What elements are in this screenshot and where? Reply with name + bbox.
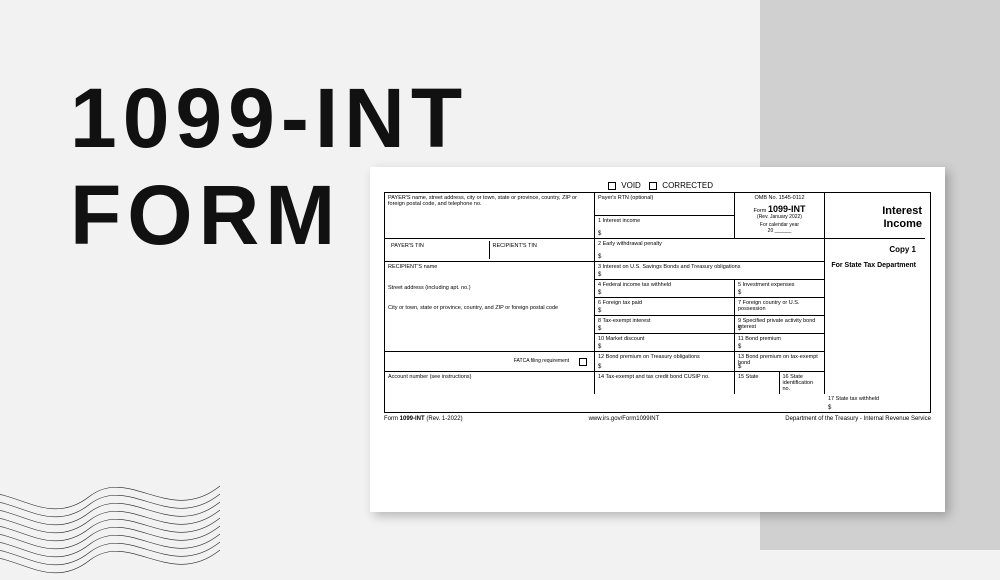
box-17-cell: 17 State tax withheld $ (825, 394, 925, 412)
box-4-cell: 4 Federal income tax withheld $ (595, 280, 735, 298)
box-2-cell: 2 Early withdrawal penalty $ (595, 239, 825, 262)
footer-form-number: 1099-INT (400, 416, 425, 422)
form-1099-int-card: VOID CORRECTED PAYER'S name, street addr… (370, 167, 945, 512)
payer-tin-row: PAYER'S TIN RECIPIENT'S TIN (385, 239, 595, 262)
box-5-cell: 5 Investment expenses $ (735, 280, 825, 298)
fatca-label: FATCA filing requirement (514, 359, 569, 364)
interest-income-title-cell: Interest Income (825, 193, 925, 239)
year-prefix: 20 (768, 228, 774, 234)
corrected-label: CORRECTED (662, 181, 713, 190)
fatca-checkbox[interactable] (579, 358, 587, 366)
box-15-label: 15 State (738, 374, 776, 380)
payer-address-label: PAYER'S name, street address, city or to… (388, 195, 591, 207)
recipients-tin-label: RECIPIENT'S TIN (493, 243, 589, 249)
footer-dept: Department of the Treasury - Internal Re… (785, 416, 931, 422)
box-12-label: 12 Bond premium on Treasury obligations (598, 354, 731, 360)
form-number: 1099-INT (768, 204, 806, 214)
headline-line-1: 1099-INT (70, 70, 468, 167)
void-checkbox[interactable] (608, 182, 616, 190)
box-14-cell: 14 Tax-exempt and tax credit bond CUSIP … (595, 372, 735, 394)
footer-left: Form 1099-INT (Rev. 1-2022) (384, 416, 463, 422)
footer-url: www.irs.gov/Form1099INT (589, 416, 660, 422)
form-grid: PAYER'S name, street address, city or to… (384, 192, 931, 413)
box-4-label: 4 Federal income tax withheld (598, 282, 731, 288)
box-16-cell: 16 State identification no. (780, 372, 825, 394)
box-1-cell: 1 Interest income $ (595, 216, 735, 239)
recipient-block: RECIPIENT'S name Street address (includi… (385, 262, 595, 352)
payer-rtn-cell: Payer's RTN (optional) (595, 193, 735, 216)
for-dept-label: For State Tax Department (828, 262, 922, 269)
box-12-cell: 12 Bond premium on Treasury obligations … (595, 352, 735, 372)
form-rev: (Rev. January 2022) (738, 214, 821, 220)
box-9-cell: 9 Specified private activity bond intere… (735, 316, 825, 334)
box-7-label: 7 Foreign country or U.S. possession (738, 300, 821, 312)
box-3-label: 3 Interest on U.S. Savings Bonds and Tre… (598, 264, 821, 270)
box-9-label: 9 Specified private activity bond intere… (738, 318, 821, 330)
payers-tin-cell: PAYER'S TIN (388, 241, 490, 259)
box-6-label: 6 Foreign tax paid (598, 300, 731, 306)
box-10-label: 10 Market discount (598, 336, 731, 342)
box-7-cell: 7 Foreign country or U.S. possession (735, 298, 825, 316)
title-income: Income (828, 218, 922, 231)
form-top-checkboxes: VOID CORRECTED (384, 181, 931, 190)
box-15-16-cell: 15 State 16 State identification no. (735, 372, 825, 394)
title-interest: Interest (828, 205, 922, 218)
city-address-label: City or town, state or province, country… (388, 305, 591, 312)
omb-form-cell: OMB No. 1545-0112 Form 1099-INT (Rev. Ja… (735, 193, 825, 239)
box-16-label: 16 State identification no. (783, 374, 822, 392)
box-8-label: 8 Tax-exempt interest (598, 318, 731, 324)
corrected-checkbox[interactable] (649, 182, 657, 190)
box-11-cell: 11 Bond premium $ (735, 334, 825, 352)
copy-label: Copy 1 (828, 245, 922, 254)
box-10-cell: 10 Market discount $ (595, 334, 735, 352)
payers-tin-label: PAYER'S TIN (391, 243, 486, 249)
form-footer: Form 1099-INT (Rev. 1-2022) www.irs.gov/… (384, 413, 931, 422)
box-2-label: 2 Early withdrawal penalty (598, 241, 821, 247)
box-3-cell: 3 Interest on U.S. Savings Bonds and Tre… (595, 262, 825, 280)
footer-form-prefix: Form (384, 416, 398, 422)
box-6-cell: 6 Foreign tax paid $ (595, 298, 735, 316)
box-13-cell: 13 Bond premium on tax-exempt bond $ (735, 352, 825, 372)
recipient-name-label: RECIPIENT'S name (388, 264, 591, 271)
void-label: VOID (621, 181, 641, 190)
fatca-cell: FATCA filing requirement (385, 352, 595, 372)
payer-rtn-label: Payer's RTN (optional) (598, 195, 731, 201)
box-15-cell: 15 State (735, 372, 780, 394)
box-5-label: 5 Investment expenses (738, 282, 821, 288)
account-number-cell: Account number (see instructions) (385, 372, 595, 394)
box-1-label: 1 Interest income (598, 218, 731, 224)
copy-info-cell: Copy 1 For State Tax Department (825, 239, 925, 394)
box-8-cell: 8 Tax-exempt interest $ (595, 316, 735, 334)
box-14-label: 14 Tax-exempt and tax credit bond CUSIP … (598, 374, 731, 380)
footer-form-rev: (Rev. 1-2022) (426, 416, 462, 422)
recipients-tin-cell: RECIPIENT'S TIN (490, 241, 592, 259)
payer-address-cell: PAYER'S name, street address, city or to… (385, 193, 595, 239)
street-address-label: Street address (including apt. no.) (388, 285, 591, 292)
box-11-label: 11 Bond premium (738, 336, 821, 342)
account-number-label: Account number (see instructions) (388, 374, 591, 380)
omb-number: OMB No. 1545-0112 (738, 195, 821, 201)
box-17-label: 17 State tax withheld (828, 396, 922, 402)
wave-lines-decoration (0, 420, 220, 580)
box-13-label: 13 Bond premium on tax-exempt bond (738, 354, 821, 366)
